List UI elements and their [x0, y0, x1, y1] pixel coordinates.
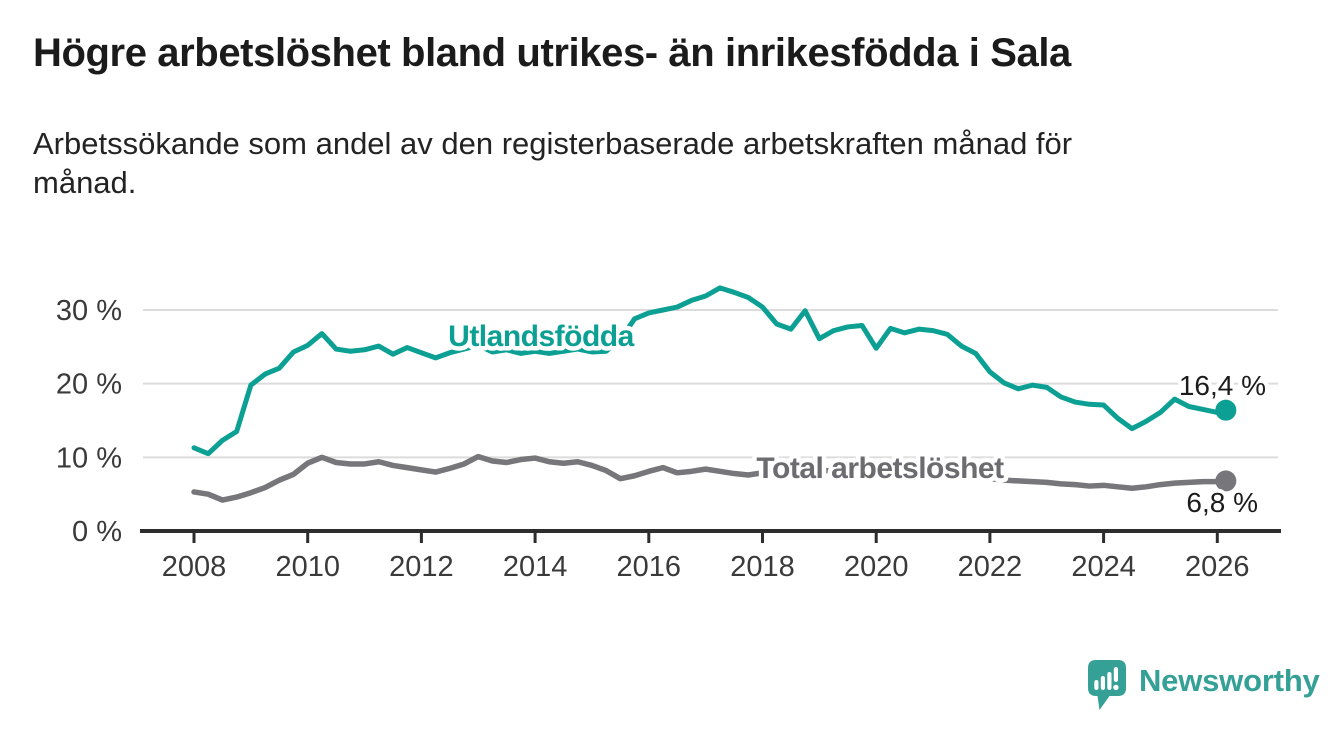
newsworthy-bubble-icon	[1088, 660, 1126, 710]
page-title: Högre arbetslöshet bland utrikes- än inr…	[33, 31, 1071, 75]
end-dot-total	[1215, 470, 1237, 492]
page-subtitle: Arbetssökande som andel av den registerb…	[33, 126, 1073, 200]
x-tick-label: 2016	[617, 551, 682, 583]
end-value-label-total: 6,8 %	[1186, 487, 1258, 518]
y-tick-label: 10 %	[56, 442, 122, 474]
newsworthy-logo-text: Newsworthy	[1139, 663, 1320, 698]
x-tick-label: 2020	[844, 551, 909, 583]
x-tick-label: 2008	[162, 551, 227, 583]
y-tick-label: 0 %	[72, 516, 122, 548]
end-dot-utlandsfodda	[1215, 399, 1237, 421]
x-tick-label: 2022	[958, 551, 1023, 583]
x-tick-label: 2010	[275, 551, 340, 583]
newsworthy-logo: Newsworthy	[1088, 660, 1320, 711]
series-line-utlandsfodda	[191, 285, 1229, 457]
series-label-total-arbetsloshet: Total arbetslöshet	[756, 452, 1004, 485]
end-value-label-utlandsfodda: 16,4 %	[1179, 370, 1266, 401]
series-line-total	[191, 453, 1229, 503]
plot-area: 0 % 10 % 20 % 30 % 2008 2010 2012 2014 2016 2018 2…	[56, 285, 1281, 583]
x-tick-label: 2026	[1185, 551, 1250, 583]
y-tick-label: 20 %	[56, 369, 122, 401]
y-tick-label: 30 %	[56, 295, 122, 327]
x-tick-label: 2012	[389, 551, 454, 583]
x-tick-label: 2014	[503, 551, 568, 583]
x-tick-label: 2024	[1071, 551, 1136, 583]
series-label-utlandsfodda: Utlandsfödda	[448, 320, 634, 353]
x-tick-label: 2018	[730, 551, 795, 583]
logo-bars-and-exclamation	[1094, 667, 1119, 691]
